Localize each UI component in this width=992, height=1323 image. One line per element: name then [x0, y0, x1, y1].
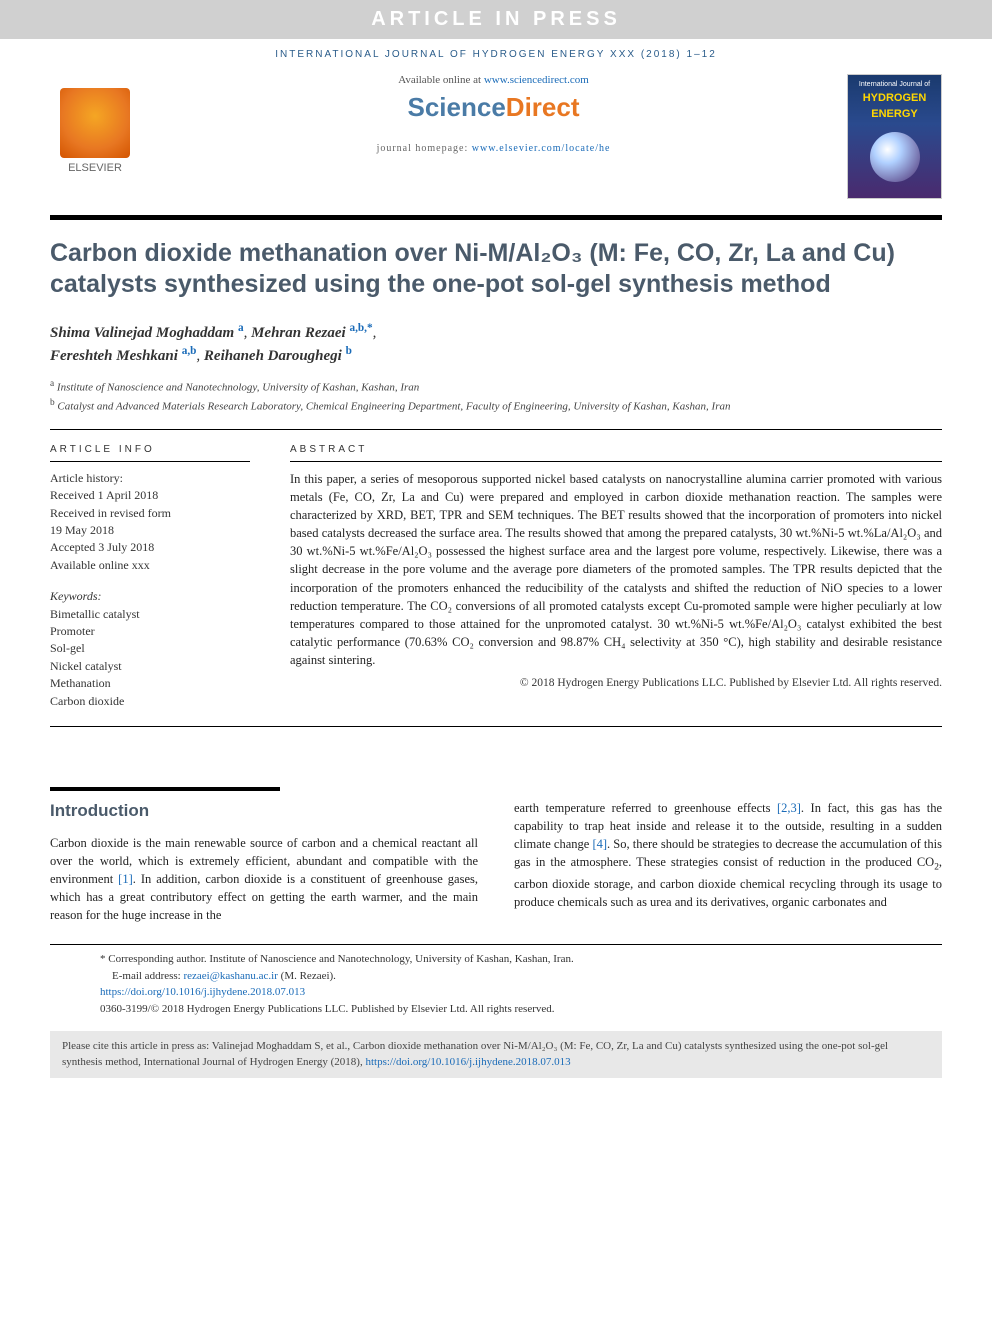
elsevier-tree-icon	[60, 88, 130, 158]
affiliation-marker: a	[50, 379, 54, 389]
header-center: Available online at www.sciencedirect.co…	[140, 74, 847, 154]
intro-column-left: Introduction Carbon dioxide is the main …	[50, 799, 478, 924]
affiliation-text: Institute of Nanoscience and Nanotechnol…	[57, 381, 419, 393]
cover-main-text1: HYDROGEN	[848, 88, 941, 104]
keyword: Methanation	[50, 675, 250, 692]
citation-link[interactable]: [4]	[592, 837, 607, 851]
email-suffix: (M. Rezaei).	[278, 970, 336, 982]
homepage-prefix: journal homepage:	[377, 143, 472, 154]
keyword: Nickel catalyst	[50, 658, 250, 675]
corr-label: * Corresponding author.	[100, 953, 207, 965]
affiliations-block: a Institute of Nanoscience and Nanotechn…	[0, 373, 992, 429]
sd-logo-part2: Direct	[506, 92, 580, 122]
article-title: Carbon dioxide methanation over Ni-M/Al₂…	[50, 238, 942, 301]
authors-block: Shima Valinejad Moghaddam a, Mehran Reza…	[0, 307, 992, 373]
affiliation-text: Catalyst and Advanced Materials Research…	[57, 400, 730, 412]
cover-small-text: International Journal of	[848, 75, 941, 88]
citation-box: Please cite this article in press as: Va…	[50, 1031, 942, 1078]
keyword: Promoter	[50, 623, 250, 640]
issn-copyright-line: 0360-3199/© 2018 Hydrogen Energy Publica…	[100, 1001, 892, 1018]
author-affiliation-marker: a,b	[182, 345, 197, 357]
doi-link[interactable]: https://doi.org/10.1016/j.ijhydene.2018.…	[100, 986, 305, 998]
intro-text-3: earth temperature referred to greenhouse…	[514, 801, 777, 815]
author-name[interactable]: Shima Valinejad Moghaddam	[50, 325, 234, 341]
affiliation-line: a Institute of Nanoscience and Nanotechn…	[50, 377, 942, 396]
article-info-column: ARTICLE INFO Article history: Received 1…	[50, 444, 250, 710]
abstract-copyright: © 2018 Hydrogen Energy Publications LLC.…	[290, 677, 942, 689]
email-link[interactable]: rezaei@kashanu.ac.ir	[183, 970, 277, 982]
publisher-logo[interactable]: ELSEVIER	[50, 74, 140, 174]
footer-block: * Corresponding author. Institute of Nan…	[50, 944, 942, 1031]
cover-globe-icon	[870, 132, 920, 182]
available-prefix: Available online at	[398, 74, 484, 86]
cover-main-text2: ENERGY	[848, 104, 941, 120]
title-block: Carbon dioxide methanation over Ni-M/Al₂…	[0, 220, 992, 307]
keyword: Sol-gel	[50, 640, 250, 657]
affiliation-line: b Catalyst and Advanced Materials Resear…	[50, 396, 942, 415]
sciencedirect-logo[interactable]: ScienceDirect	[160, 92, 827, 123]
sd-logo-part1: Science	[408, 92, 506, 122]
keyword: Bimetallic catalyst	[50, 606, 250, 623]
email-line: E-mail address: rezaei@kashanu.ac.ir (M.…	[100, 968, 892, 985]
accepted-date: Accepted 3 July 2018	[50, 539, 250, 556]
abstract-heading: ABSTRACT	[290, 444, 942, 462]
journal-homepage-link[interactable]: www.elsevier.com/locate/he	[472, 143, 611, 154]
author-name[interactable]: Mehran Rezaei	[251, 325, 346, 341]
received-date: Received 1 April 2018	[50, 487, 250, 504]
author-affiliation-marker: b	[346, 345, 352, 357]
keywords-label: Keywords:	[50, 588, 250, 605]
journal-reference-line: INTERNATIONAL JOURNAL OF HYDROGEN ENERGY…	[0, 39, 992, 74]
abstract-text: In this paper, a series of mesoporous su…	[290, 470, 942, 669]
publisher-logo-text: ELSEVIER	[68, 162, 122, 174]
divider	[50, 726, 942, 727]
header-row: ELSEVIER Available online at www.science…	[0, 74, 992, 209]
citation-link[interactable]: [1]	[118, 872, 133, 886]
online-date: Available online xxx	[50, 557, 250, 574]
keyword: Carbon dioxide	[50, 693, 250, 710]
author-affiliation-marker: a,b,*	[349, 322, 372, 334]
citation-doi-link[interactable]: https://doi.org/10.1016/j.ijhydene.2018.…	[365, 1056, 570, 1068]
author-name[interactable]: Fereshteh Meshkani	[50, 348, 178, 364]
revised-date: 19 May 2018	[50, 522, 250, 539]
journal-homepage-line: journal homepage: www.elsevier.com/locat…	[160, 143, 827, 154]
available-online-line: Available online at www.sciencedirect.co…	[160, 74, 827, 86]
citation-link[interactable]: [2,3]	[777, 801, 801, 815]
article-info-heading: ARTICLE INFO	[50, 444, 250, 462]
corresponding-author-line: * Corresponding author. Institute of Nan…	[100, 951, 892, 968]
corr-text: Institute of Nanoscience and Nanotechnol…	[207, 953, 574, 965]
article-in-press-banner: ARTICLE IN PRESS	[0, 0, 992, 39]
info-abstract-row: ARTICLE INFO Article history: Received 1…	[0, 430, 992, 726]
introduction-row: Introduction Carbon dioxide is the main …	[0, 791, 992, 944]
author-name[interactable]: Reihaneh Daroughegi	[204, 348, 342, 364]
author-affiliation-marker: a	[238, 322, 244, 334]
revised-label: Received in revised form	[50, 505, 250, 522]
article-info-body: Article history: Received 1 April 2018 R…	[50, 470, 250, 710]
introduction-heading: Introduction	[50, 799, 478, 824]
intro-column-right: earth temperature referred to greenhouse…	[514, 799, 942, 924]
sciencedirect-link[interactable]: www.sciencedirect.com	[484, 74, 589, 86]
affiliation-marker: b	[50, 398, 55, 408]
abstract-column: ABSTRACT In this paper, a series of meso…	[290, 444, 942, 710]
history-label: Article history:	[50, 470, 250, 487]
email-label: E-mail address:	[112, 970, 183, 982]
journal-cover-thumbnail[interactable]: International Journal of HYDROGEN ENERGY	[847, 74, 942, 199]
